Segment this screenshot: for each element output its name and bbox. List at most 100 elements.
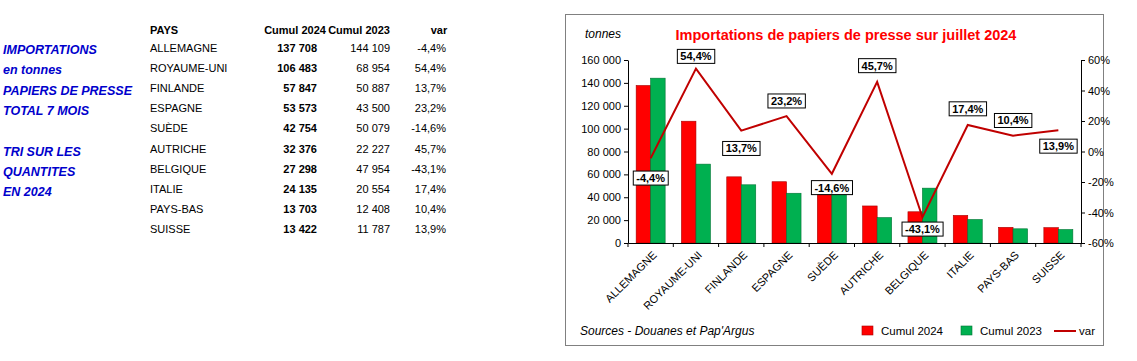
table-cell: 13 703	[283, 203, 317, 215]
tick-label: 0	[615, 237, 621, 249]
table-cell: 43 500	[356, 102, 390, 114]
side-note-line: TRI SUR LES	[3, 145, 81, 159]
tick-label: 20%	[1088, 115, 1110, 127]
table-cell: 13 422	[283, 223, 317, 235]
data-label: 13,7%	[723, 141, 760, 155]
table-header: var	[431, 24, 448, 36]
tick: ESPAGNE	[749, 243, 795, 294]
tick: ITALIE	[944, 243, 976, 280]
tick: FINLANDE	[702, 243, 749, 296]
bar	[681, 121, 695, 243]
table-cell: 42 754	[283, 122, 318, 134]
tick-label: PAYS-BAS	[975, 249, 1021, 295]
tick: 40 000	[587, 191, 628, 203]
data-label-box	[994, 113, 1031, 127]
tick: 40%	[1081, 85, 1110, 97]
category-separator	[1081, 243, 1082, 247]
category-separator	[854, 243, 855, 247]
table-cell: 137 708	[277, 42, 317, 54]
tick: SUISSE	[1029, 243, 1066, 286]
table-cell: AUTRICHE	[150, 143, 206, 155]
tick: ROYAUME-UNI	[641, 243, 704, 312]
y2-axis: -60%-40%-20%0%20%40%60%	[1081, 54, 1114, 249]
bar	[1044, 228, 1058, 243]
data-label: -43,1%	[902, 222, 943, 236]
tick: 140 000	[581, 77, 628, 89]
tick: 20 000	[587, 214, 628, 226]
tick-mark	[624, 243, 628, 244]
y-axis-title: tonnes	[585, 27, 621, 41]
tick-label: 60 000	[587, 168, 621, 180]
side-note-line: TOTAL 7 MOIS	[3, 104, 90, 118]
bar	[787, 193, 801, 243]
tick-label: 60%	[1088, 54, 1110, 66]
table-cell: 13,9%	[415, 223, 446, 235]
tick: 80 000	[587, 146, 628, 158]
tick-mark	[1081, 91, 1085, 92]
tick-label: ROYAUME-UNI	[641, 249, 704, 312]
tick: 120 000	[581, 100, 628, 112]
table-header: Cumul 2023	[328, 24, 390, 36]
table-cell: -4,4%	[417, 42, 446, 54]
tick-mark	[624, 220, 628, 221]
tick-label: 100 000	[581, 123, 621, 135]
table-cell: 50 887	[356, 82, 390, 94]
data-label-text: 45,7%	[862, 60, 893, 72]
plot-marks	[636, 69, 1073, 243]
table-cell: ROYAUME-UNI	[150, 62, 227, 74]
data-label-text: 13,7%	[726, 142, 757, 154]
tick-label: SUÈDE	[805, 249, 840, 284]
bar	[863, 206, 877, 243]
data-labels: -4,4%54,4%13,7%23,2%-14,6%45,7%-43,1%17,…	[633, 49, 1077, 236]
data-label: 17,4%	[949, 102, 986, 116]
data-label: -4,4%	[633, 171, 668, 185]
table-cell: 27 298	[283, 163, 317, 175]
legend-item: Cumul 2023	[961, 325, 1042, 337]
data-label-box	[633, 171, 668, 185]
tick: -40%	[1081, 207, 1114, 219]
data-label: -14,6%	[811, 181, 852, 195]
data-label: 13,9%	[1040, 139, 1077, 153]
data-label-text: 10,4%	[997, 114, 1028, 126]
tick-mark	[1081, 121, 1085, 122]
tick-mark	[1081, 213, 1085, 214]
bar	[953, 215, 967, 243]
data-label: 23,2%	[768, 94, 805, 108]
bar	[651, 78, 665, 243]
tick-label: 80 000	[587, 146, 621, 158]
table: PAYSCumul 2024Cumul 2023varALLEMAGNE137 …	[150, 24, 448, 235]
tick-label: AUTRICHE	[837, 249, 885, 297]
data-label-text: -4,4%	[636, 172, 665, 184]
bar	[817, 194, 831, 243]
table-cell: 12 408	[356, 203, 390, 215]
data-label-box	[723, 141, 760, 155]
table-cell: 45,7%	[415, 143, 446, 155]
legend-label: Cumul 2023	[980, 325, 1042, 337]
data-label-box	[859, 59, 896, 73]
tick-label: 120 000	[581, 100, 621, 112]
table-cell: 50 079	[356, 122, 390, 134]
table-cell: 11 787	[357, 223, 390, 235]
side-note-line: QUANTITES	[3, 165, 76, 179]
data-label: 45,7%	[859, 59, 896, 73]
category-separator	[990, 243, 991, 247]
table-cell: 24 135	[283, 183, 317, 195]
table-cell: SUÈDE	[150, 122, 188, 134]
side-note-line: en tonnes	[3, 63, 62, 77]
data-label-text: -43,1%	[905, 223, 940, 235]
tick-label: 0%	[1088, 146, 1104, 158]
line	[651, 69, 1059, 218]
data-label-text: -14,6%	[814, 182, 849, 194]
table-cell: 23,2%	[415, 102, 446, 114]
tick: AUTRICHE	[837, 243, 885, 297]
side-note-line: PAPIERS DE PRESSE	[3, 84, 133, 98]
bar	[741, 185, 755, 243]
bar	[968, 219, 982, 243]
data-label-box	[902, 222, 943, 236]
bar	[772, 182, 786, 243]
table-cell: PAYS-BAS	[150, 203, 203, 215]
table-cell: FINLANDE	[150, 82, 204, 94]
x-axis: ALLEMAGNEROYAUME-UNIFINLANDEESPAGNESUÈDE…	[603, 243, 1082, 312]
tick-label: -20%	[1088, 176, 1114, 188]
category-separator	[763, 243, 764, 247]
